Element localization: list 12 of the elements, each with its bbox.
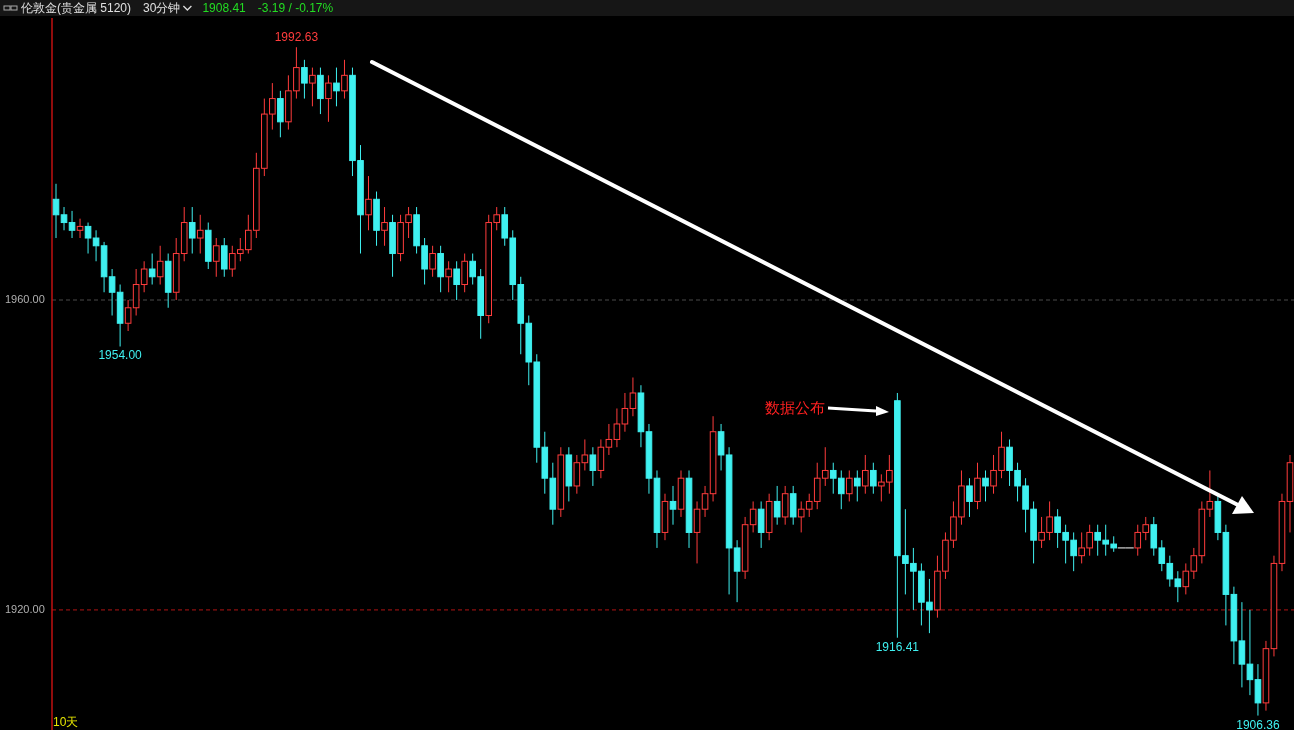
y-tick-label: 1920.00 — [5, 602, 45, 615]
text: -3.19 / -0.17% — [257, 1, 334, 15]
annotation: 1992.63 — [274, 30, 319, 45]
annotation: 1906.36 — [1236, 717, 1280, 730]
annotation: 数据公布 — [765, 398, 825, 416]
annotation: 1916.41 — [875, 639, 920, 654]
annotation: 1954.00 — [98, 348, 143, 363]
annotation: 10天 — [53, 715, 79, 729]
text: 1908.41 — [202, 1, 247, 15]
y-tick-label: 1960.00 — [5, 292, 45, 305]
chart-subtitle: 30分钟 — [143, 1, 181, 15]
chart-title: 伦敦金(贵金属 5120) — [21, 1, 132, 15]
